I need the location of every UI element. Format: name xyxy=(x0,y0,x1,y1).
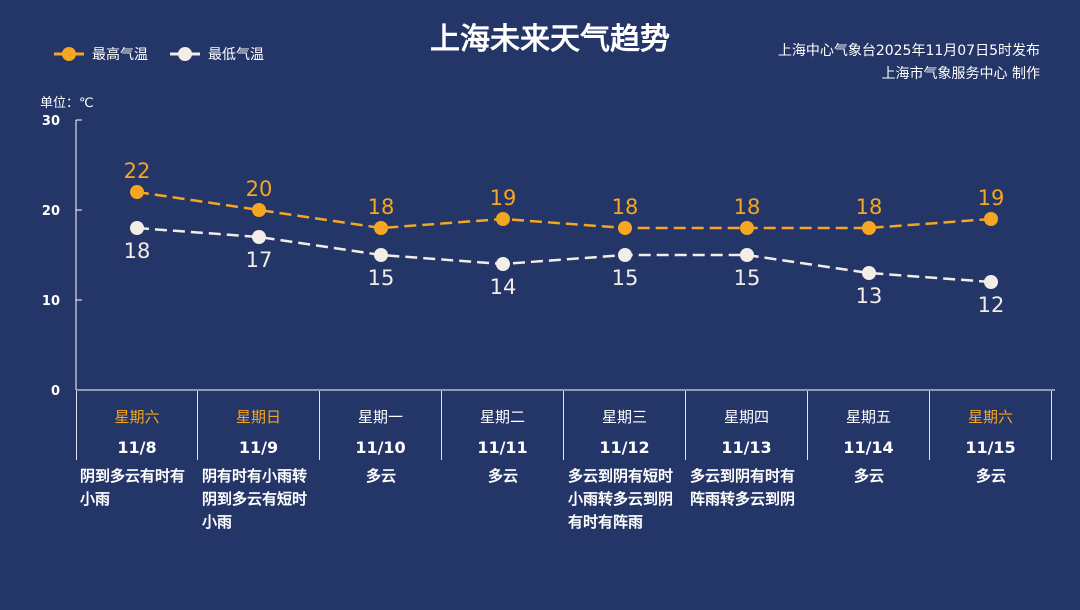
y-tick-label: 0 xyxy=(51,384,60,399)
source-info: 上海中心气象台2025年11月07日5时发布 上海市气象服务中心 制作 xyxy=(778,40,1040,86)
weekday-label: 星期日 xyxy=(235,408,281,426)
low-temp-label: 15 xyxy=(368,266,395,290)
weather-description: 多云 xyxy=(975,467,1006,485)
weather-description: 多云 xyxy=(487,467,518,485)
high-temp-label: 18 xyxy=(612,195,639,219)
date-label: 11/10 xyxy=(355,438,406,457)
weekday-label: 星期三 xyxy=(601,408,647,426)
low-temp-point xyxy=(862,266,876,280)
day-column: 星期六 11/8 xyxy=(76,391,198,460)
low-temp-label: 14 xyxy=(490,275,517,299)
legend-high: 最高气温 xyxy=(54,44,148,64)
low-temp-label: 13 xyxy=(856,284,883,308)
weather-description: 多云到阴有时有阵雨转多云到阴 xyxy=(690,467,796,508)
high-temp-label: 18 xyxy=(856,195,883,219)
weather-description: 多云 xyxy=(853,467,884,485)
weather-description: 多云到阴有短时小雨转多云到阴有时有阵雨 xyxy=(568,467,674,531)
low-temp-label: 15 xyxy=(612,266,639,290)
high-temp-label: 18 xyxy=(734,195,761,219)
legend-low: 最低气温 xyxy=(170,44,264,64)
high-temp-point xyxy=(496,212,510,226)
weekday-label: 星期一 xyxy=(357,408,403,426)
legend: 最高气温 最低气温 xyxy=(54,44,264,64)
high-temp-label: 22 xyxy=(124,159,151,183)
low-temp-label: 18 xyxy=(124,239,151,263)
low-temp-label: 15 xyxy=(734,266,761,290)
weekday-label: 星期六 xyxy=(967,408,1013,426)
day-column: 星期五 11/14 xyxy=(808,391,930,460)
low-temp-point xyxy=(740,248,754,262)
day-column: 星期一 11/10 xyxy=(320,391,442,460)
y-tick-label: 30 xyxy=(42,114,60,129)
high-marker-icon xyxy=(54,47,84,61)
legend-low-label: 最低气温 xyxy=(208,47,264,63)
high-temp-point xyxy=(740,221,754,235)
source-line1: 上海中心气象台2025年11月07日5时发布 xyxy=(777,43,1040,59)
weekday-label: 星期六 xyxy=(114,408,160,426)
high-temp-label: 18 xyxy=(368,195,395,219)
day-column: 星期六 11/15 xyxy=(930,391,1052,460)
high-temp-point xyxy=(374,221,388,235)
day-column: 星期四 11/13 xyxy=(686,391,808,460)
date-label: 11/13 xyxy=(721,438,772,457)
date-label: 11/9 xyxy=(238,438,279,457)
page-title: 上海未来天气趋势 xyxy=(430,22,670,57)
date-label: 11/12 xyxy=(599,438,650,457)
unit-label: 单位：℃ xyxy=(40,96,94,111)
date-label: 11/8 xyxy=(117,438,157,457)
weather-description: 阴到多云有时有小雨 xyxy=(80,467,186,508)
weather-description: 多云 xyxy=(365,467,396,485)
weekday-label: 星期四 xyxy=(723,408,769,426)
legend-high-label: 最高气温 xyxy=(92,47,148,63)
low-temp-point xyxy=(618,248,632,262)
day-columns: 星期六 11/8 星期日 11/9 星期一 11/10 星期二 11/11 星期三 11/12 星期… xyxy=(76,391,1052,460)
weather-descriptions: 阴到多云有时有小雨 阴有时有小雨转阴到多云有短时小雨 多云 多云 多云到阴有短时小雨转多… xyxy=(76,465,1052,534)
weather-description: 阴有时有小雨转阴到多云有短时小雨 xyxy=(202,467,308,531)
high-temp-point xyxy=(984,212,998,226)
low-temp-point xyxy=(374,248,388,262)
date-label: 11/11 xyxy=(477,438,528,457)
day-column: 星期日 11/9 xyxy=(198,391,320,460)
low-temp-label: 17 xyxy=(246,248,273,272)
weekday-label: 星期二 xyxy=(479,408,525,426)
high-temp-label: 19 xyxy=(978,186,1005,210)
weekday-label: 星期五 xyxy=(845,408,891,426)
high-temp-point xyxy=(130,185,144,199)
source-line2: 上海市气象服务中心 制作 xyxy=(881,66,1040,82)
high-temp-label: 20 xyxy=(246,177,273,201)
high-temp-point xyxy=(252,203,266,217)
day-column: 星期二 11/11 xyxy=(442,391,564,460)
y-tick-label: 10 xyxy=(42,294,60,309)
date-label: 11/14 xyxy=(843,438,894,457)
low-temp-point xyxy=(496,257,510,271)
high-temp-label: 19 xyxy=(490,186,517,210)
date-label: 11/15 xyxy=(965,438,1016,457)
high-temp-point xyxy=(618,221,632,235)
high-temp-point xyxy=(862,221,876,235)
low-temp-point xyxy=(130,221,144,235)
y-tick-label: 20 xyxy=(42,204,60,219)
low-marker-icon xyxy=(170,47,200,61)
low-temp-point xyxy=(984,275,998,289)
day-column: 星期三 11/12 xyxy=(564,391,686,460)
low-temp-point xyxy=(252,230,266,244)
low-temp-label: 12 xyxy=(978,293,1005,317)
